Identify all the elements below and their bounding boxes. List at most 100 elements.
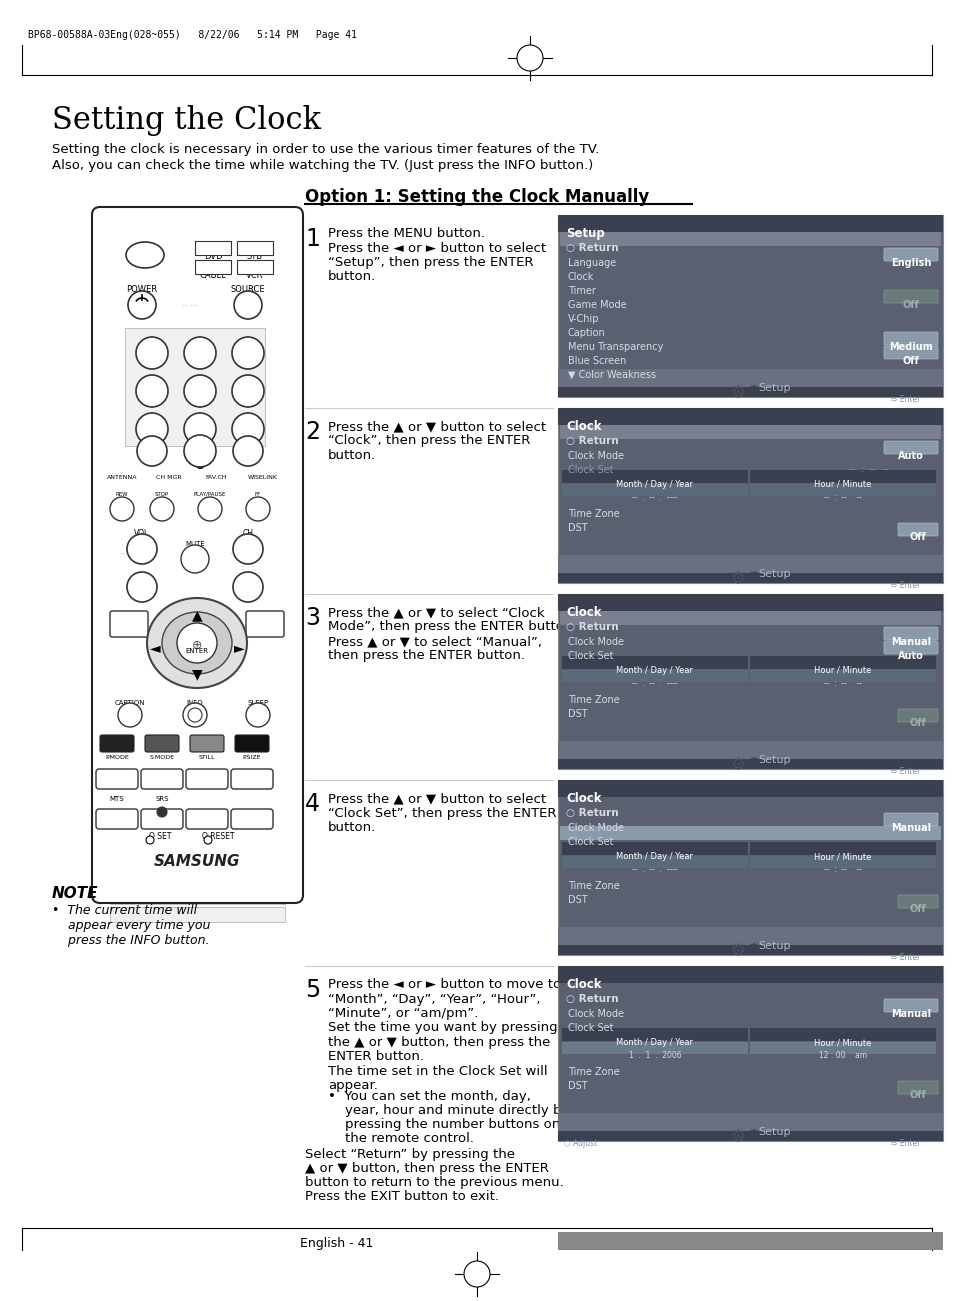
FancyBboxPatch shape — [234, 735, 269, 752]
Text: ○ Return: ○ Return — [565, 436, 618, 446]
Text: PLAY/PAUSE: PLAY/PAUSE — [193, 492, 226, 497]
Text: ⚙: ⚙ — [747, 384, 760, 398]
Bar — [749, 1042, 935, 1054]
Text: ◄: ◄ — [150, 641, 160, 654]
Circle shape — [150, 497, 173, 520]
Circle shape — [232, 337, 264, 369]
Text: Hour / Minute: Hour / Minute — [814, 480, 871, 489]
Bar — [558, 781, 942, 798]
Bar — [561, 1042, 747, 1054]
Circle shape — [127, 533, 157, 565]
Circle shape — [246, 497, 270, 520]
Bar — [558, 386, 942, 397]
Text: +: + — [135, 543, 149, 561]
Text: --  .  --  .  ----: -- . -- . ---- — [632, 493, 678, 502]
Circle shape — [204, 837, 212, 844]
FancyBboxPatch shape — [91, 207, 303, 903]
Text: Press the ◄ or ► button to select: Press the ◄ or ► button to select — [328, 242, 545, 255]
Text: ○ Return: ○ Return — [565, 994, 618, 1004]
Text: Clock: Clock — [567, 272, 594, 282]
Text: 5: 5 — [305, 978, 320, 1002]
Circle shape — [232, 412, 264, 445]
Circle shape — [233, 436, 263, 466]
Text: The time set in the Clock Set will: The time set in the Clock Set will — [328, 1066, 547, 1079]
Text: Off: Off — [902, 356, 919, 366]
Circle shape — [184, 435, 215, 467]
Text: Clock: Clock — [565, 606, 601, 619]
Text: Setup: Setup — [565, 226, 604, 239]
Text: DST: DST — [567, 895, 587, 905]
Text: ○ Return: ○ Return — [565, 243, 618, 252]
Text: DVD: DVD — [204, 252, 222, 262]
Text: Setup: Setup — [758, 755, 790, 765]
Bar — [749, 656, 935, 669]
Text: Hour / Minute: Hour / Minute — [814, 852, 871, 861]
Text: button.: button. — [328, 821, 375, 834]
FancyBboxPatch shape — [883, 641, 937, 654]
Text: ⚙: ⚙ — [747, 1128, 760, 1142]
Circle shape — [463, 1261, 490, 1287]
Text: VCR: VCR — [246, 271, 263, 280]
Text: Timer: Timer — [567, 286, 596, 297]
Text: Off: Off — [908, 532, 925, 543]
Bar — [236, 260, 273, 275]
Circle shape — [183, 703, 207, 727]
Text: Clock Set: Clock Set — [567, 1023, 613, 1033]
Text: CAPTION: CAPTION — [114, 700, 145, 706]
Text: ⇨ Enter: ⇨ Enter — [890, 582, 920, 589]
FancyBboxPatch shape — [883, 332, 937, 345]
Text: CABLE: CABLE — [199, 271, 227, 280]
Text: Clock: Clock — [565, 978, 601, 991]
Text: 2: 2 — [194, 359, 205, 373]
Text: Setup: Setup — [758, 941, 790, 951]
FancyBboxPatch shape — [883, 346, 937, 359]
Bar — [110, 879, 285, 904]
Text: Manual: Manual — [890, 637, 930, 647]
Circle shape — [118, 703, 142, 727]
Text: Month / Day / Year: Month / Day / Year — [616, 666, 693, 675]
Text: ▲: ▲ — [192, 608, 202, 622]
Text: Set the time you want by pressing: Set the time you want by pressing — [328, 1021, 558, 1034]
Text: ►: ► — [233, 641, 244, 654]
FancyBboxPatch shape — [190, 735, 224, 752]
Bar — [561, 484, 747, 496]
Text: Game Mode: Game Mode — [567, 301, 626, 310]
FancyBboxPatch shape — [96, 769, 138, 788]
Text: ⚙: ⚙ — [730, 942, 744, 960]
Text: DST: DST — [567, 1081, 587, 1092]
Text: 2: 2 — [305, 420, 319, 444]
Bar — [559, 826, 940, 840]
Text: Auto: Auto — [897, 451, 923, 461]
Text: VOL: VOL — [134, 530, 150, 539]
Text: Setting the Clock: Setting the Clock — [52, 105, 320, 137]
FancyBboxPatch shape — [897, 895, 937, 908]
Text: “Clock”, then press the ENTER: “Clock”, then press the ENTER — [328, 435, 530, 448]
Bar — [558, 758, 942, 769]
Text: ⬡ Adjust: ⬡ Adjust — [563, 1138, 597, 1147]
Text: ⚙: ⚙ — [730, 570, 744, 588]
Text: NOTE: NOTE — [52, 886, 98, 902]
Text: Press ▲ or ▼ to select “Manual”,: Press ▲ or ▼ to select “Manual”, — [328, 635, 541, 648]
Bar — [749, 1028, 935, 1041]
Bar — [561, 1028, 747, 1041]
Text: Clock Mode: Clock Mode — [567, 1010, 623, 1019]
Text: ∧: ∧ — [243, 543, 253, 556]
Text: Press the ▲ or ▼ to select “Clock: Press the ▲ or ▼ to select “Clock — [328, 606, 544, 619]
Text: INFO: INFO — [187, 700, 203, 706]
Text: POWER: POWER — [127, 285, 157, 294]
Bar — [561, 842, 747, 855]
Text: ◄◄: ◄◄ — [115, 503, 129, 513]
Text: button to return to the previous menu.: button to return to the previous menu. — [305, 1176, 563, 1189]
Text: ⚙: ⚙ — [730, 384, 744, 402]
Text: ⇨ Enter: ⇨ Enter — [890, 768, 920, 775]
Circle shape — [137, 436, 167, 466]
Bar — [558, 215, 942, 397]
Text: 5: 5 — [194, 397, 205, 412]
Text: SLEEP: SLEEP — [247, 700, 269, 706]
Text: V-Chip: V-Chip — [567, 314, 598, 324]
Text: ►II: ►II — [204, 503, 215, 513]
FancyBboxPatch shape — [141, 809, 183, 829]
Text: ·: · — [197, 381, 202, 396]
Text: 4: 4 — [305, 792, 319, 816]
FancyBboxPatch shape — [883, 999, 937, 1012]
